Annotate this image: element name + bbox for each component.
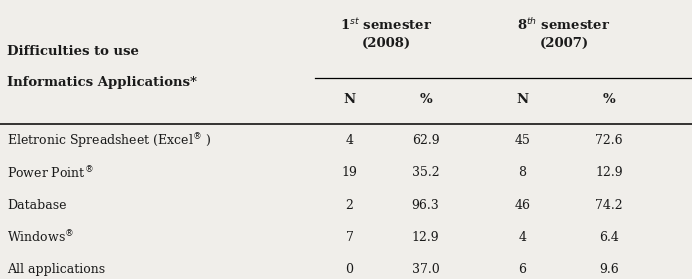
Text: 2: 2	[345, 199, 354, 211]
Text: 6.4: 6.4	[599, 231, 619, 244]
Text: 6: 6	[518, 263, 527, 276]
Text: Difficulties to use: Difficulties to use	[7, 45, 139, 58]
Text: 45: 45	[515, 134, 530, 147]
Text: 8: 8	[518, 167, 527, 179]
Text: Database: Database	[7, 199, 66, 211]
Text: 4: 4	[518, 231, 527, 244]
Text: 1$^{st}$ semester
(2008): 1$^{st}$ semester (2008)	[340, 17, 432, 50]
Text: 62.9: 62.9	[412, 134, 439, 147]
Text: Power Point$^{\circledR}$: Power Point$^{\circledR}$	[7, 165, 93, 181]
Text: 46: 46	[514, 199, 531, 211]
Text: 37.0: 37.0	[412, 263, 439, 276]
Text: Eletronic Spreadsheet (Excel$^{\circledR}$ ): Eletronic Spreadsheet (Excel$^{\circledR…	[7, 131, 211, 151]
Text: 0: 0	[345, 263, 354, 276]
Text: N: N	[516, 93, 529, 105]
Text: 12.9: 12.9	[412, 231, 439, 244]
Text: 35.2: 35.2	[412, 167, 439, 179]
Text: 8$^{th}$ semester
(2007): 8$^{th}$ semester (2007)	[518, 17, 610, 50]
Text: 74.2: 74.2	[595, 199, 623, 211]
Text: 9.6: 9.6	[599, 263, 619, 276]
Text: 4: 4	[345, 134, 354, 147]
Text: 19: 19	[342, 167, 357, 179]
Text: 7: 7	[345, 231, 354, 244]
Text: %: %	[603, 93, 615, 105]
Text: Windows$^{\circledR}$: Windows$^{\circledR}$	[7, 229, 74, 245]
Text: 12.9: 12.9	[595, 167, 623, 179]
Text: Informatics Applications*: Informatics Applications*	[7, 76, 197, 89]
Text: 72.6: 72.6	[595, 134, 623, 147]
Text: 96.3: 96.3	[412, 199, 439, 211]
Text: %: %	[419, 93, 432, 105]
Text: N: N	[343, 93, 356, 105]
Text: All applications: All applications	[7, 263, 105, 276]
